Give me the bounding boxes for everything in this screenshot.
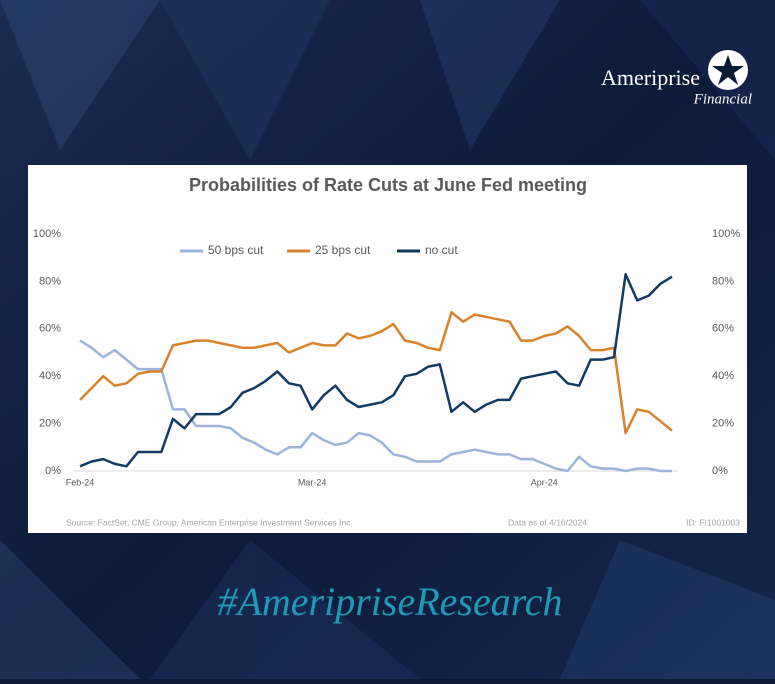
y2-tick-label: 100%	[712, 228, 740, 240]
y2-tick-label: 60%	[712, 323, 734, 335]
y2-tick-label: 20%	[712, 418, 734, 430]
y-tick-label: 20%	[39, 418, 61, 430]
y2-tick-label: 80%	[712, 275, 734, 287]
as-of-note: Data as of 4/16/2024	[508, 517, 587, 527]
series-line	[79, 310, 673, 435]
x-tick-label: Apr-24	[531, 477, 558, 487]
y-tick-label: 100%	[33, 228, 61, 240]
y-tick-label: 0%	[45, 465, 61, 477]
series-line	[79, 339, 672, 473]
series-line	[79, 273, 673, 468]
legend-label: 25 bps cut	[315, 243, 371, 257]
y2-tick-label: 40%	[712, 370, 734, 382]
source-note: Source: FactSet, CME Group, American Ent…	[66, 517, 353, 527]
y-tick-label: 80%	[39, 275, 61, 287]
y-tick-label: 60%	[39, 323, 61, 335]
y-tick-label: 40%	[39, 370, 61, 382]
chart-id: ID: FI1001003	[686, 517, 740, 527]
x-tick-label: Mar-24	[298, 477, 327, 487]
plot: 0% 20% 40% 60% 80% 100% 0% 20% 40% 60% 80% 100% Feb-…	[33, 228, 740, 487]
brand-name: Ameriprise	[601, 65, 700, 90]
brand-tagline: Financial	[693, 91, 752, 107]
logo: Ameriprise Financial	[601, 50, 752, 107]
legend-label: 50 bps cut	[208, 243, 264, 257]
chart-title: Probabilities of Rate Cuts at June Fed m…	[189, 175, 587, 195]
y2-tick-label: 0%	[712, 465, 728, 477]
logo-star	[712, 55, 744, 85]
chart-panel	[28, 165, 747, 533]
legend-label: no cut	[425, 243, 458, 257]
x-tick-label: Feb-24	[66, 477, 95, 487]
hashtag: #AmeripriseResearch	[217, 579, 562, 624]
